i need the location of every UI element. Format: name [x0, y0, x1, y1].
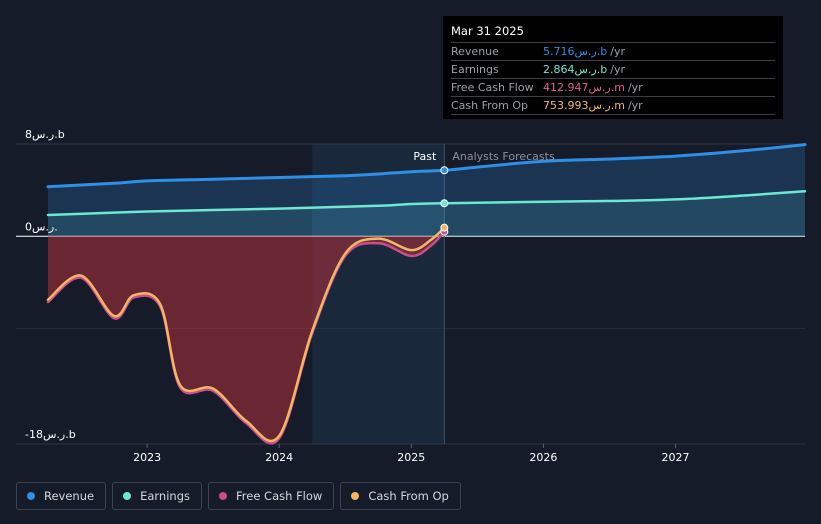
tooltip-unit: /yr	[610, 63, 625, 76]
forecast-label: Analysts Forecasts	[452, 150, 555, 163]
past-label: Past	[413, 150, 437, 163]
tooltip-value: 2.864ر.س.b	[543, 63, 608, 76]
tooltip-label: Earnings	[451, 63, 499, 76]
series-area-free-cash-flow	[48, 231, 445, 444]
tooltip-row-revenue: Revenue 5.716ر.س.b /yr	[451, 43, 775, 61]
legend-dot-icon	[27, 492, 35, 500]
legend-item-free-cash-flow[interactable]: Free Cash Flow	[208, 482, 335, 510]
tooltip-value: 5.716ر.س.b	[543, 45, 608, 58]
y-tick-label: -18ر.س.b	[25, 428, 76, 441]
series-area-revenue	[48, 144, 805, 237]
y-axis-labels: 8ر.س.b 0ر.س. -18ر.س.b	[25, 128, 76, 441]
tooltip-panel: Mar 31 2025 Revenue 5.716ر.س.b /yr Earni…	[443, 16, 783, 119]
series-lines	[46, 143, 807, 445]
marker-revenue	[440, 166, 449, 175]
legend-label: Earnings	[140, 489, 190, 503]
x-tick-label: 2027	[662, 451, 690, 464]
tooltip-unit: /yr	[627, 81, 643, 94]
series-line-cash-from-op	[46, 226, 446, 443]
tooltip-unit: /yr	[627, 99, 643, 112]
series-line-earnings	[46, 190, 807, 217]
x-tick-label: 2023	[133, 451, 161, 464]
legend-label: Cash From Op	[368, 489, 449, 503]
legend-item-revenue[interactable]: Revenue	[16, 482, 107, 510]
tooltip-unit: /yr	[610, 45, 625, 58]
series-line-revenue	[46, 143, 807, 189]
x-tick-label: 2026	[529, 451, 557, 464]
y-tick-label: 8ر.س.b	[25, 128, 65, 141]
legend-label: Free Cash Flow	[236, 489, 323, 503]
legend-dot-icon	[123, 492, 132, 500]
tooltip-label: Free Cash Flow	[451, 81, 534, 94]
series-areas	[48, 144, 805, 444]
series-area-earnings	[48, 191, 805, 237]
legend-dot-icon	[351, 492, 360, 500]
legend-dot-icon	[219, 492, 227, 500]
legend-label: Revenue	[44, 489, 95, 503]
legend-item-earnings[interactable]: Earnings	[112, 482, 202, 510]
x-axis-labels: 2023 2024 2025 2026 2027	[133, 444, 690, 464]
tooltip-row-free-cash-flow: Free Cash Flow 412.947ر.س.m /yr	[451, 79, 775, 97]
x-tick-label: 2025	[397, 451, 425, 464]
tooltip-value: 753.993ر.س.m	[543, 99, 625, 112]
tooltip-value: 412.947ر.س.m	[543, 81, 625, 94]
chart-legend: Revenue Earnings Free Cash Flow Cash Fro…	[16, 482, 461, 510]
legend-item-cash-from-op[interactable]: Cash From Op	[340, 482, 461, 510]
tooltip-date: Mar 31 2025	[451, 22, 775, 43]
tooltip-label: Cash From Op	[451, 99, 529, 112]
tooltip-row-cash-from-op: Cash From Op 753.993ر.س.m /yr	[451, 97, 775, 115]
tooltip-row-earnings: Earnings 2.864ر.س.b /yr	[451, 61, 775, 79]
tooltip-label: Revenue	[451, 45, 499, 58]
marker-earnings	[440, 199, 449, 208]
y-tick-label: 0ر.س.	[25, 220, 58, 233]
x-tick-label: 2024	[265, 451, 293, 464]
tooltip-markers	[440, 166, 449, 236]
past-region-shade	[312, 144, 445, 444]
marker-cash-from-op	[440, 223, 449, 232]
